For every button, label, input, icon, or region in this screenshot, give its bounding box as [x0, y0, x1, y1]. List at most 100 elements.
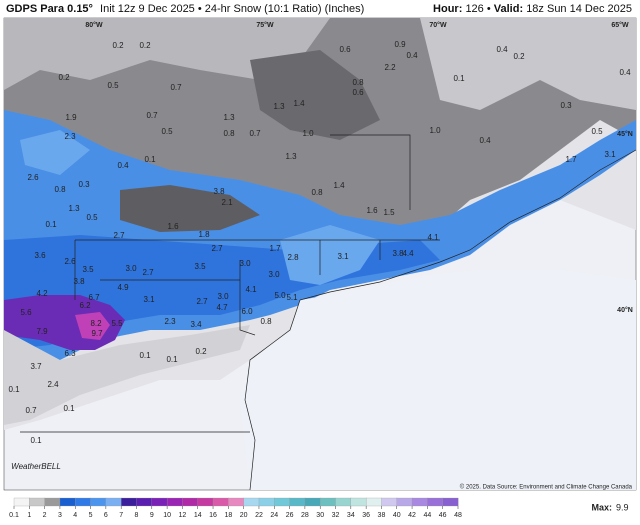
- snow-label: 0.2: [58, 73, 70, 82]
- snow-lightgray: [4, 18, 330, 90]
- snow-label: 0.4: [406, 51, 418, 60]
- snow-label: 2.6: [64, 257, 76, 266]
- legend-swatch: [350, 497, 367, 507]
- snow-label: 3.1: [143, 295, 155, 304]
- snow-label: 0.7: [146, 111, 158, 120]
- snow-label: 0.7: [25, 406, 37, 415]
- snow-dark: [250, 50, 380, 140]
- legend-swatch: [59, 497, 76, 507]
- snow-label: 2.8: [287, 253, 299, 262]
- snow-label: 3.7: [30, 362, 42, 371]
- snow-label: 4.4: [402, 249, 414, 258]
- ocean: [240, 270, 636, 490]
- legend-label: 7: [119, 512, 123, 519]
- snow-label: 2.3: [164, 317, 176, 326]
- snow-label: 0.8: [223, 129, 235, 138]
- snow-label: 1.4: [293, 99, 305, 108]
- snow-label: 1.0: [429, 126, 441, 135]
- hour: 126: [465, 3, 484, 15]
- legend-label: 22: [255, 512, 263, 519]
- snow-label: 2.7: [113, 231, 125, 240]
- snow-label: 0.2: [513, 52, 525, 61]
- legend-label: 0.1: [9, 512, 19, 519]
- snow-label: 3.8: [73, 277, 85, 286]
- snow-label: 6.7: [88, 293, 100, 302]
- legend-swatch: [29, 497, 46, 507]
- snow-label: 0.1: [45, 220, 57, 229]
- coordinate-label: 70°W: [429, 21, 447, 29]
- legend-label: 36: [362, 512, 370, 519]
- legend-swatch: [274, 497, 291, 507]
- legend-label: 8: [135, 512, 139, 519]
- snow-label: 8.2: [90, 319, 102, 328]
- legend-swatch: [13, 497, 30, 507]
- legend-swatch: [258, 497, 275, 507]
- legend-label: 5: [89, 512, 93, 519]
- legend-swatch: [304, 497, 321, 507]
- title: Init 12z 9 Dec 2025 • 24-hr Snow (10:1 R…: [100, 3, 365, 15]
- snow-label: 0.2: [139, 41, 151, 50]
- snow-label: 0.1: [453, 74, 465, 83]
- sep: •: [486, 3, 491, 15]
- legend-label: 42: [408, 512, 416, 519]
- legend-label: 16: [209, 512, 217, 519]
- snow-label: 1.6: [366, 206, 378, 215]
- snow-label: 4.1: [245, 285, 257, 294]
- legend-label: 30: [316, 512, 324, 519]
- legend-swatch: [427, 497, 444, 507]
- legend-swatch: [396, 497, 413, 507]
- snow-label: 3.1: [604, 150, 616, 159]
- legend-label: 24: [270, 512, 278, 519]
- coordinate-label: 65°W: [611, 21, 629, 29]
- legend-swatch: [105, 497, 122, 507]
- snow-label: 1.5: [383, 208, 395, 217]
- snow-label: 0.8: [54, 185, 66, 194]
- snow-label: 6.2: [79, 301, 91, 310]
- snow-label: 3.6: [34, 251, 46, 260]
- snow-label: 0.5: [107, 81, 119, 90]
- snow-label: 2.4: [47, 380, 59, 389]
- legend-label: 34: [347, 512, 355, 519]
- snow-label: 3.0: [239, 259, 251, 268]
- snow-label: 2.7: [211, 244, 223, 253]
- coordinate-label: 40°N: [617, 306, 633, 314]
- legend-swatch: [243, 497, 260, 507]
- snow-label: 0.2: [195, 347, 207, 356]
- snow-label: 4.2: [36, 289, 48, 298]
- snow-label: 0.5: [86, 213, 98, 222]
- legend-label: 4: [73, 512, 77, 519]
- snow-label: 0.8: [311, 188, 323, 197]
- snow-label: 4.1: [427, 233, 439, 242]
- valid-label: Valid:: [493, 3, 524, 15]
- legend-label: 9: [150, 512, 154, 519]
- snow-label: 0.1: [30, 436, 42, 445]
- snow-label: 0.3: [78, 180, 90, 189]
- snow-label: 0.4: [117, 161, 129, 170]
- snow-label: 0.8: [260, 317, 272, 326]
- snow-label: 1.7: [269, 244, 281, 253]
- snow-label: 0.4: [496, 45, 508, 54]
- snow-label: 3.8: [392, 249, 404, 258]
- legend-swatch: [44, 497, 61, 507]
- snow-label: 6.0: [241, 307, 253, 316]
- snow-label: 2.1: [221, 198, 233, 207]
- snow-label: 1.4: [333, 181, 345, 190]
- legend-label: 6: [104, 512, 108, 519]
- borders: [20, 134, 637, 491]
- snow-label: 1.8: [198, 230, 210, 239]
- snow-label: 0.1: [139, 351, 151, 360]
- legend-label: 20: [240, 512, 248, 519]
- legend-label: 46: [439, 512, 447, 519]
- snow-label: 1.9: [65, 113, 77, 122]
- snow-label: 0.7: [170, 83, 182, 92]
- snow-label: 5.0: [274, 291, 286, 300]
- snow-label: 2.7: [196, 297, 208, 306]
- snow-label: 0.5: [591, 127, 603, 136]
- snow-label: 1.0: [302, 129, 314, 138]
- snow-lightgray: [420, 18, 636, 110]
- legend-swatch: [381, 497, 398, 507]
- snow-label: 0.1: [144, 155, 156, 164]
- legend-swatch: [136, 497, 153, 507]
- legend-label: 2: [43, 512, 47, 519]
